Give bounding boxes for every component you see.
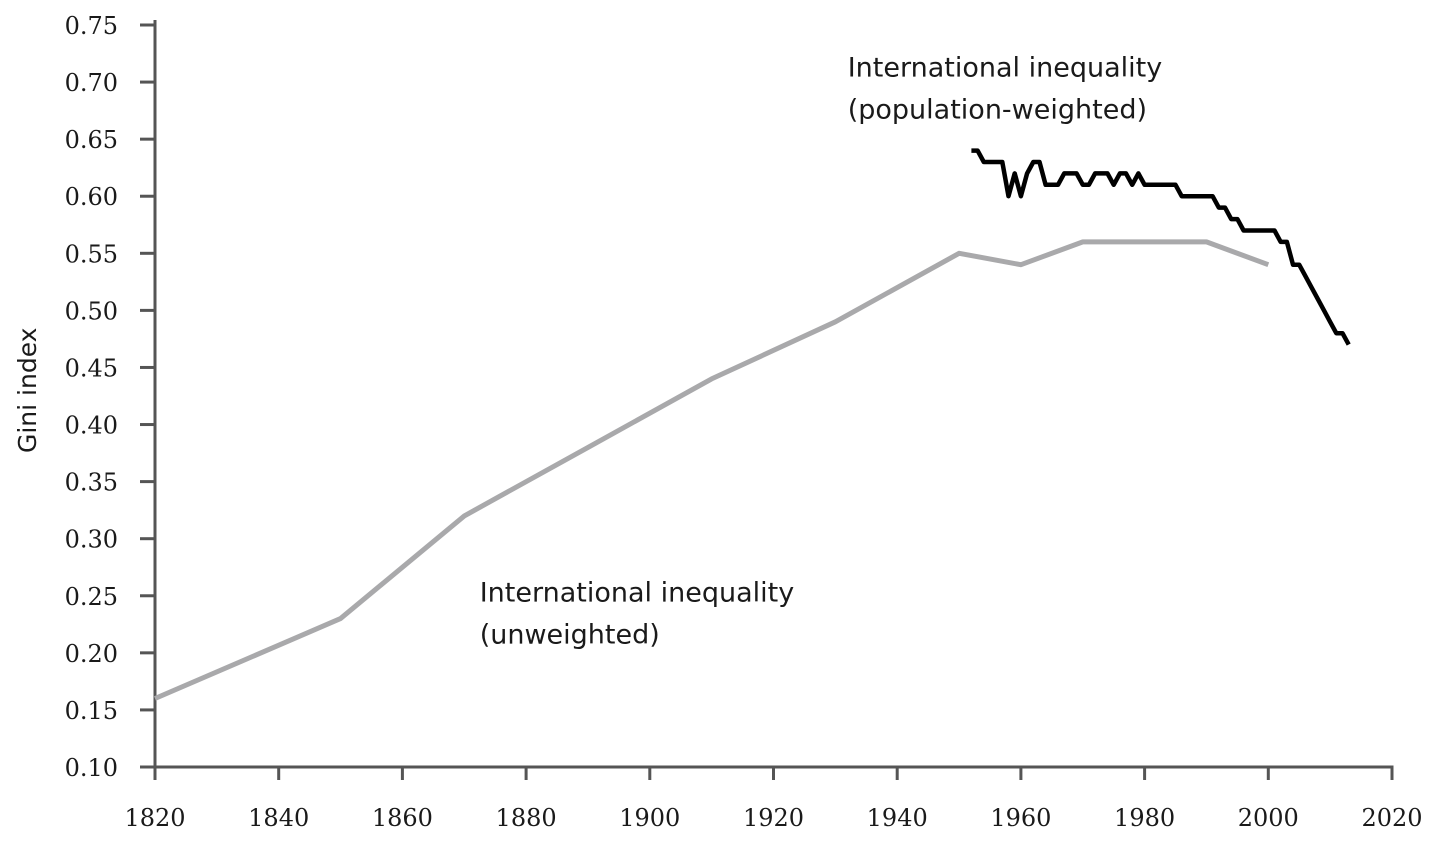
- annotation-label: (unweighted): [480, 619, 660, 650]
- annotation-label: (population-weighted): [848, 94, 1147, 125]
- y-axis-title: Gini index: [13, 328, 42, 453]
- annotation-label: International inequality: [848, 52, 1163, 83]
- x-tick-label: 2020: [1361, 804, 1422, 832]
- x-tick-label: 1900: [619, 804, 680, 832]
- x-tick-label: 1920: [743, 804, 804, 832]
- y-axis-ticks: 0.10 0.15 0.20 0.25 0.30 0.35 0.40 0.45 0.50 0.55…: [65, 12, 155, 782]
- x-tick-label: 1940: [867, 804, 928, 832]
- x-tick-label: 1880: [496, 804, 557, 832]
- x-tick-label: 1980: [1114, 804, 1175, 832]
- y-tick-label: 0.15: [65, 697, 118, 725]
- y-tick-label: 0.25: [65, 583, 118, 611]
- y-tick-label: 0.35: [65, 469, 118, 497]
- y-tick-label: 0.55: [65, 240, 118, 268]
- y-tick-label: 0.10: [65, 754, 118, 782]
- series-layer: [154, 148, 1351, 701]
- x-tick-label: 1960: [990, 804, 1051, 832]
- x-tick-label: 2000: [1238, 804, 1299, 832]
- x-tick-label: 1860: [372, 804, 433, 832]
- series-line-population-weighted: [971, 148, 1351, 346]
- y-tick-label: 0.65: [65, 126, 118, 154]
- y-tick-label: 0.45: [65, 354, 118, 382]
- y-tick-label: 0.40: [65, 412, 118, 440]
- y-tick-label: 0.75: [65, 12, 118, 40]
- annotation-layer: International inequality (population-weig…: [480, 52, 1163, 650]
- y-tick-label: 0.20: [65, 640, 118, 668]
- x-axis-ticks: 1820 1840 1860 1880 1900 1920 1940 1960 1980 2000…: [124, 767, 1423, 832]
- series-line-unweighted: [154, 239, 1270, 701]
- x-tick-label: 1840: [248, 804, 309, 832]
- y-tick-label: 0.60: [65, 183, 118, 211]
- x-tick-label: 1820: [124, 804, 185, 832]
- y-tick-label: 0.70: [65, 69, 118, 97]
- y-tick-label: 0.50: [65, 297, 118, 325]
- y-tick-label: 0.30: [65, 526, 118, 554]
- annotation-label: International inequality: [480, 577, 795, 608]
